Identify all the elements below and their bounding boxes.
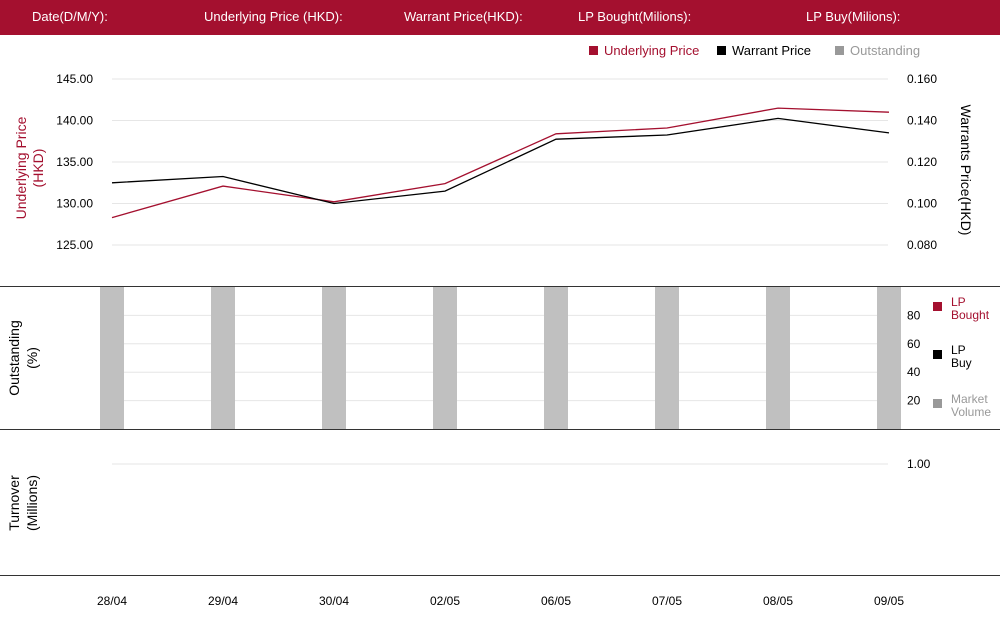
x-tick-label: 08/05 xyxy=(763,594,793,608)
y-left-tick-label: 145.00 xyxy=(56,72,93,86)
lp-buy-label: LP Buy(Milions): xyxy=(806,9,901,24)
warrant-price-line xyxy=(111,117,890,205)
outstanding-bar xyxy=(322,287,346,429)
legend-market-volume-swatch xyxy=(933,399,942,408)
y-turnover-tick-label: 1.00 xyxy=(907,457,931,471)
y-left-tick-label: 125.00 xyxy=(56,238,93,252)
legend-outstanding-swatch xyxy=(835,46,844,55)
y-left-tick-label: 130.00 xyxy=(56,197,93,211)
legend-warrant-price[interactable]: Warrant Price xyxy=(717,43,811,58)
legend-outstanding[interactable]: Outstanding xyxy=(835,43,920,58)
section-divider-bottom xyxy=(0,575,1000,576)
x-tick-label: 06/05 xyxy=(541,594,571,608)
legend-lp-bought-swatch xyxy=(933,302,942,311)
outstanding-bar xyxy=(655,287,679,429)
outstanding-bar xyxy=(877,287,901,429)
y-left-tick-label: 140.00 xyxy=(56,114,93,128)
y-right-tick-label: 0.120 xyxy=(907,155,937,169)
legend-market-volume[interactable]: Market Volume xyxy=(933,393,999,421)
y-outstanding-tick-label: 40 xyxy=(907,365,921,379)
underlying-price-label: Underlying Price (HKD): xyxy=(204,9,343,24)
outstanding-bar xyxy=(766,287,790,429)
x-tick-label: 09/05 xyxy=(874,594,904,608)
date-label: Date(D/M/Y): xyxy=(32,9,108,24)
legend-warrant-swatch xyxy=(717,46,726,55)
y-outstanding-tick-label: 80 xyxy=(907,308,921,322)
outstanding-bar xyxy=(433,287,457,429)
y-right-tick-label: 0.080 xyxy=(907,238,937,252)
y-outstanding-tick-label: 20 xyxy=(907,394,921,408)
legend-lp-buy-swatch xyxy=(933,350,942,359)
warrant-price-label: Warrant Price(HKD): xyxy=(404,9,523,24)
legend-underlying-swatch xyxy=(589,46,598,55)
y-right-tick-label: 0.140 xyxy=(907,114,937,128)
section-divider-top xyxy=(0,286,1000,287)
legend-underlying-price[interactable]: Underlying Price xyxy=(589,43,699,58)
x-tick-label: 29/04 xyxy=(208,594,238,608)
outstanding-bar xyxy=(544,287,568,429)
lp-bought-label: LP Bought(Milions): xyxy=(578,9,692,24)
section-divider-middle xyxy=(0,429,1000,430)
legend-lp-bought[interactable]: LP Bought xyxy=(933,296,999,324)
y-right-tick-label: 0.160 xyxy=(907,72,937,86)
x-tick-label: 30/04 xyxy=(319,594,349,608)
outstanding-bar xyxy=(211,287,235,429)
x-tick-label: 07/05 xyxy=(652,594,682,608)
legend-lp-buy[interactable]: LP Buy xyxy=(933,344,999,372)
y-left-tick-label: 135.00 xyxy=(56,155,93,169)
y-right-tick-label: 0.100 xyxy=(907,197,937,211)
outstanding-bar xyxy=(100,287,124,429)
x-tick-label: 28/04 xyxy=(97,594,127,608)
y-outstanding-tick-label: 60 xyxy=(907,337,921,351)
x-tick-label: 02/05 xyxy=(430,594,460,608)
info-header: Date(D/M/Y): Underlying Price (HKD): War… xyxy=(0,0,1000,35)
underlying-price-line xyxy=(111,107,890,219)
